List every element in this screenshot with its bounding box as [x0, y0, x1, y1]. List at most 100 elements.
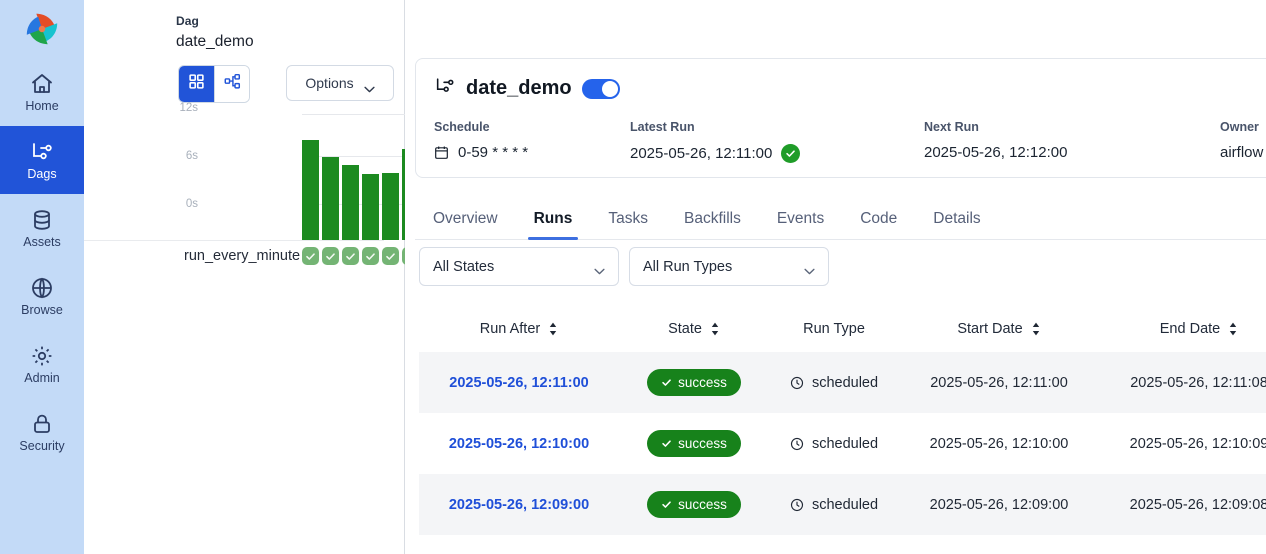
status-badge-label: success [678, 375, 727, 390]
run-after-link[interactable]: 2025-05-26, 12:11:00 [449, 374, 589, 391]
sort-icon [710, 322, 720, 336]
next-run-label: Next Run [924, 120, 979, 134]
tab-overview[interactable]: Overview [433, 210, 498, 227]
run-filters: All States All Run Types [419, 247, 829, 286]
sidebar-item-browse[interactable]: Browse [0, 262, 84, 330]
table-row[interactable]: 2025-05-26, 12:09:00 success scheduled [419, 474, 1266, 535]
gear-icon [30, 344, 54, 368]
task-instance-success[interactable] [302, 247, 319, 265]
schedule-value: 0-59 * * * * [458, 144, 529, 161]
globe-icon [30, 276, 54, 300]
next-run-field: Next Run 2025-05-26, 12:12:00 [924, 120, 1220, 163]
toggle-knob [601, 80, 618, 97]
view-toggle-group [178, 65, 250, 103]
run-after-link[interactable]: 2025-05-26, 12:09:00 [448, 496, 590, 513]
sidebar-item-label: Dags [27, 166, 57, 181]
column-label: End Date [1159, 321, 1221, 337]
run-after-link[interactable]: 2025-05-26, 12:10:00 [448, 435, 590, 452]
calendar-icon [434, 145, 449, 160]
grid-view-icon [188, 73, 205, 95]
sort-icon [548, 322, 558, 336]
tab-tasks[interactable]: Tasks [608, 210, 648, 227]
runs-table: Run After State Run Type Start Date [419, 306, 1266, 535]
start-date-value: 2025-05-26, 12:11:00 [930, 374, 1068, 391]
run-type-cell: scheduled [790, 497, 878, 513]
column-header-start-date[interactable]: Start Date [899, 321, 1099, 337]
graph-view-button[interactable] [214, 66, 249, 102]
sidebar-item-security[interactable]: Security [0, 398, 84, 466]
owner-label: Owner [1220, 120, 1259, 134]
status-badge: success [647, 491, 741, 518]
y-axis-tick-6s: 6s [185, 150, 198, 162]
status-badge-success [781, 144, 801, 163]
chevron-down-icon [594, 263, 605, 275]
schedule-label: Schedule [434, 120, 490, 134]
run-type-label: scheduled [811, 435, 879, 452]
table-row[interactable]: 2025-05-26, 12:11:00 success scheduled [419, 352, 1266, 413]
bar[interactable] [342, 165, 359, 240]
bar[interactable] [382, 173, 399, 240]
sidebar-item-label: Security [19, 438, 65, 453]
y-axis-tick-0s: 0s [185, 198, 198, 210]
latest-run-value-wrap: 2025-05-26, 12:11:00 [630, 144, 924, 163]
sort-icon [1228, 322, 1238, 336]
chevron-down-icon [364, 80, 375, 92]
airflow-pinwheel-logo [26, 13, 58, 45]
dag-name-label: date_demo [176, 33, 254, 50]
task-instance-success[interactable] [322, 247, 339, 265]
task-instance-success[interactable] [342, 247, 359, 265]
sidebar-item-assets[interactable]: Assets [0, 194, 84, 262]
owner-field: Owner airflow [1220, 120, 1263, 163]
run-type-label: scheduled [811, 496, 879, 513]
column-label: State [668, 321, 702, 337]
dag-pause-toggle[interactable] [581, 78, 620, 99]
grid-view-button[interactable] [179, 66, 214, 102]
options-button[interactable]: Options [286, 65, 394, 101]
task-row-label: run_every_minute [184, 248, 301, 264]
y-axis-tick-12s: 12s [179, 102, 198, 114]
sidebar-item-home[interactable]: Home [0, 58, 84, 126]
bar[interactable] [302, 140, 319, 240]
bar[interactable] [362, 174, 379, 240]
table-row[interactable]: 2025-05-26, 12:10:00 success scheduled [419, 413, 1266, 474]
home-icon [30, 72, 54, 96]
dag-meta-row: Schedule 0-59 * * * * Latest Run 2025-05… [416, 102, 1266, 163]
tab-runs[interactable]: Runs [516, 210, 591, 240]
latest-run-value[interactable]: 2025-05-26, 12:11:00 [630, 145, 773, 162]
gridline-0s [302, 204, 500, 205]
end-date-value: 2025-05-26, 12:09:08 [1129, 496, 1266, 513]
end-date-value: 2025-05-26, 12:10:09 [1129, 435, 1266, 452]
sidebar-item-label: Assets [23, 234, 61, 249]
clock-icon [790, 437, 804, 451]
tab-events[interactable]: Events [776, 210, 825, 227]
latest-run-label: Latest Run [630, 120, 695, 134]
airflow-logo[interactable] [0, 0, 84, 58]
run-type-filter-select[interactable]: All Run Types [629, 247, 829, 286]
sidebar-item-label: Home [25, 98, 59, 113]
panel-divider [84, 240, 384, 241]
sidebar-item-admin[interactable]: Admin [0, 330, 84, 398]
clock-icon [790, 498, 804, 512]
task-instance-success[interactable] [362, 247, 379, 265]
database-icon [30, 208, 54, 232]
sidebar-item-label: Browse [21, 302, 63, 317]
column-header-state[interactable]: State [619, 321, 769, 337]
dag-tabs: Overview Runs Tasks Backfills Events Cod… [415, 198, 1266, 240]
sidebar-item-dags[interactable]: Dags [0, 126, 84, 194]
dag-title-row: date_demo [416, 75, 1266, 102]
run-type-cell: scheduled [790, 436, 878, 452]
tab-details[interactable]: Details [933, 210, 981, 227]
task-instance-success[interactable] [382, 247, 399, 265]
tab-code[interactable]: Code [860, 210, 898, 227]
status-badge: success [647, 369, 741, 396]
column-header-run-after[interactable]: Run After [419, 321, 619, 337]
gridline-12s [302, 114, 500, 115]
start-date-value: 2025-05-26, 12:09:00 [929, 496, 1069, 513]
column-header-end-date[interactable]: End Date [1099, 321, 1266, 337]
tab-backfills[interactable]: Backfills [683, 210, 741, 227]
bar[interactable] [322, 157, 339, 240]
table-header-row: Run After State Run Type Start Date [419, 306, 1266, 352]
state-filter-select[interactable]: All States [419, 247, 619, 286]
dag-icon [30, 140, 54, 164]
